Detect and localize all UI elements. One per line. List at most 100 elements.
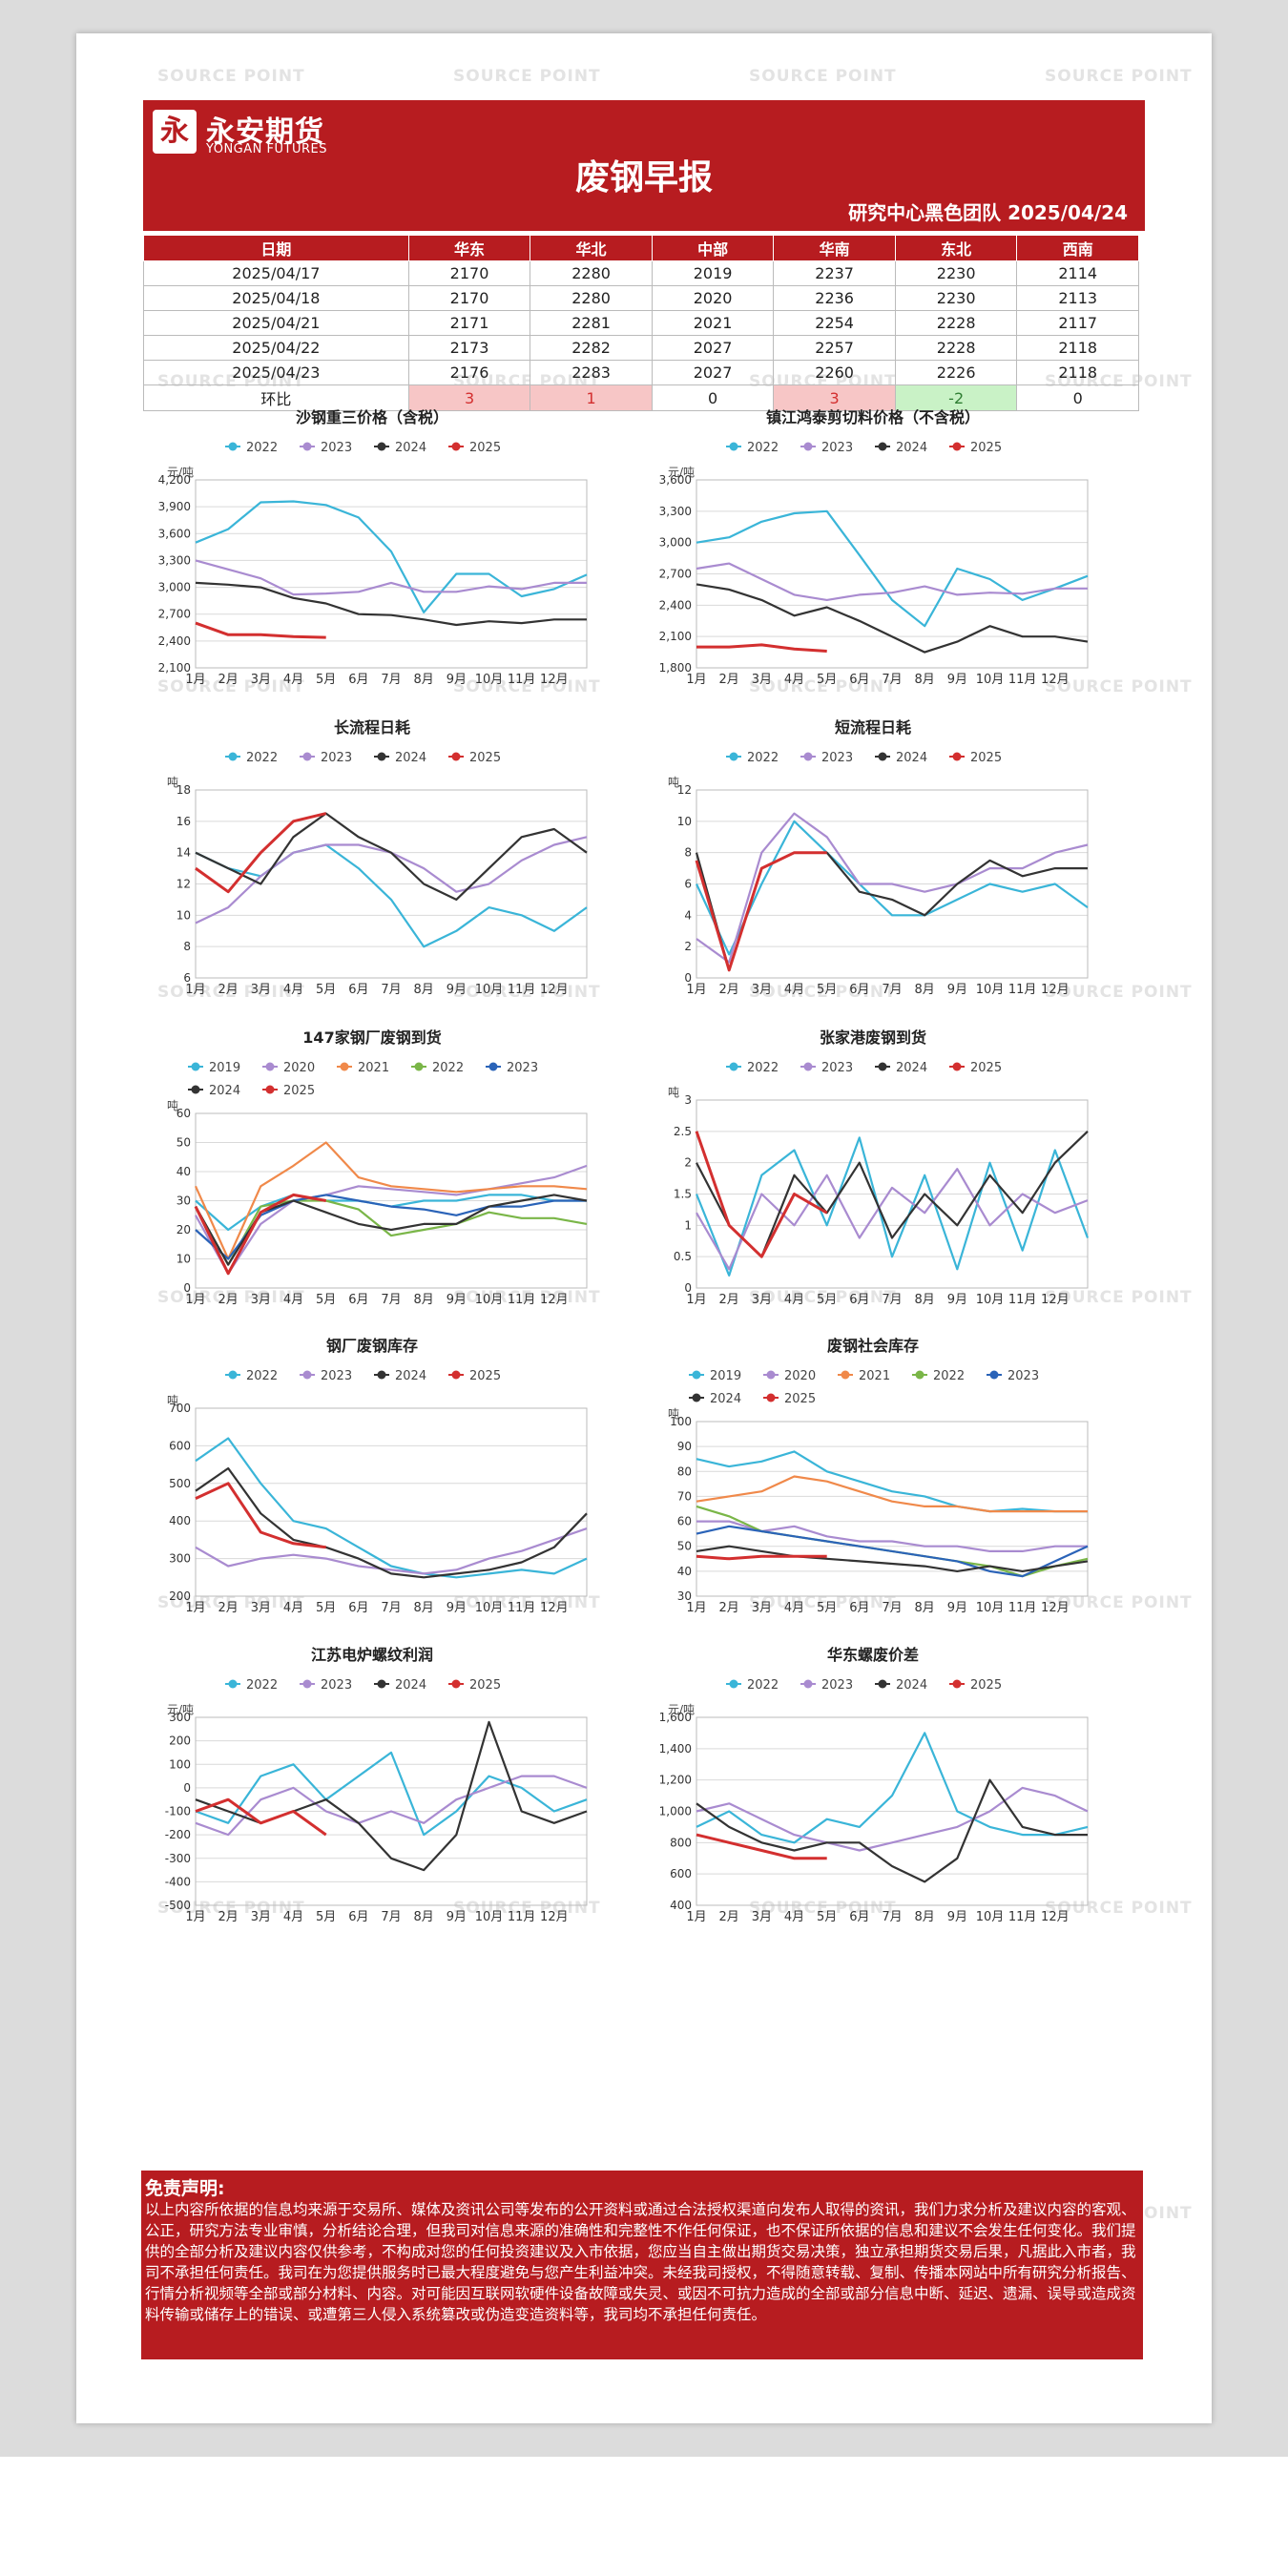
x-tick-label: 5月 (817, 1601, 837, 1615)
legend-label: 2024 (896, 1678, 927, 1693)
legend-item: 2025 (949, 441, 1002, 455)
legend-item: 2020 (262, 1061, 315, 1075)
x-tick-label: 11月 (1008, 1910, 1037, 1924)
series-line-2023 (696, 1786, 1089, 1852)
y-tick-label: 3,600 (659, 473, 692, 487)
legend-item: 2023 (300, 751, 352, 765)
chart-title: 钢厂废钢库存 (326, 1337, 418, 1355)
chart-title: 147家钢厂废钢到货 (302, 1028, 441, 1047)
legend-swatch-dot (766, 1393, 776, 1402)
x-tick-label: 7月 (381, 1293, 401, 1307)
x-tick-label: 11月 (508, 673, 536, 687)
change-label: 环比 (143, 384, 409, 411)
series-line-2022 (195, 1199, 588, 1266)
change-cell: 0 (1016, 384, 1139, 411)
series-line-2022 (195, 500, 588, 613)
chart-title: 张家港废钢到货 (820, 1028, 926, 1047)
y-tick-label: 3,600 (158, 527, 191, 540)
x-tick-label: 4月 (283, 983, 303, 997)
y-tick-label: 30 (177, 1195, 191, 1208)
legend-label: 2025 (784, 1392, 816, 1406)
legend-item: 2025 (448, 1678, 501, 1693)
table-cell: 2027 (651, 360, 775, 385)
table-cell: 2173 (407, 335, 531, 361)
x-tick-label: 1月 (686, 1293, 706, 1307)
legend-label: 2024 (896, 751, 927, 765)
legend-label: 2023 (821, 751, 853, 765)
legend-item: 2025 (448, 441, 501, 455)
column-header: 东北 (894, 235, 1018, 261)
legend-item: 2024 (875, 1678, 927, 1693)
y-tick-label: 14 (177, 846, 191, 860)
x-tick-label: 10月 (976, 673, 1005, 687)
x-tick-label: 2月 (719, 1910, 739, 1924)
x-tick-label: 5月 (817, 1910, 837, 1924)
x-tick-label: 3月 (752, 1910, 772, 1924)
report-date: 2025/04/24 (1008, 201, 1128, 224)
y-tick-label: 3,000 (659, 536, 692, 550)
y-tick-label: 6 (684, 878, 692, 891)
x-tick-label: 7月 (381, 673, 401, 687)
table-cell: 2236 (773, 285, 896, 311)
y-unit-label: 吨 (167, 1099, 178, 1112)
legend-item: 2022 (225, 1369, 278, 1383)
x-tick-label: 12月 (1041, 1601, 1070, 1615)
x-tick-label: 6月 (348, 1601, 368, 1615)
y-tick-label: 600 (670, 1867, 692, 1880)
legend-item: 2023 (300, 1369, 352, 1383)
x-tick-label: 9月 (947, 983, 967, 997)
watermark-text: SOURCE POINT (1045, 1899, 1193, 1918)
series-line-2021 (194, 1141, 588, 1260)
y-unit-label: 元/吨 (668, 466, 695, 479)
legend-swatch-dot (377, 442, 386, 451)
table-cell: 2027 (651, 335, 775, 361)
legend-item: 2022 (726, 1061, 779, 1075)
table-cell: 2230 (894, 285, 1018, 311)
legend-swatch-dot (766, 1370, 776, 1380)
legend-item: 2023 (800, 441, 853, 455)
legend-label: 2022 (747, 751, 779, 765)
legend-label: 2024 (209, 1084, 240, 1098)
y-tick-label: 90 (677, 1440, 692, 1453)
legend-label: 2021 (358, 1061, 389, 1075)
y-tick-label: 40 (677, 1565, 692, 1578)
table-cell: 2170 (407, 260, 531, 286)
x-tick-label: 11月 (508, 983, 536, 997)
legend-label: 2025 (469, 1369, 501, 1383)
watermark-text: SOURCE POINT (453, 1288, 601, 1307)
price-table: 日期 华东 华北 中部 华南 东北 西南 2025/04/17 2170 2280 2019 223… (143, 235, 1139, 411)
series-line-2023 (696, 812, 1089, 964)
y-tick-label: 2.5 (674, 1125, 692, 1138)
x-tick-label: 3月 (752, 1293, 772, 1307)
legend-label: 2022 (933, 1369, 965, 1383)
x-tick-label: 9月 (447, 1910, 467, 1924)
table-cell: 2282 (530, 335, 653, 361)
y-tick-label: 10 (677, 815, 692, 828)
table-cell: 2113 (1016, 285, 1139, 311)
y-tick-label: 2,100 (659, 630, 692, 643)
table-cell: 2280 (530, 285, 653, 311)
legend-label: 2025 (469, 1678, 501, 1693)
table-cell: 2170 (407, 285, 531, 311)
legend-label: 2024 (896, 1061, 927, 1075)
legend-swatch-dot (803, 1062, 813, 1071)
change-cell: 3 (773, 384, 896, 411)
table-cell: 2176 (407, 360, 531, 385)
legend-item: 2024 (374, 751, 426, 765)
table-cell: 2114 (1016, 260, 1139, 286)
x-tick-label: 5月 (316, 1910, 336, 1924)
legend-swatch-dot (302, 1370, 312, 1380)
legend-item: 2019 (689, 1369, 741, 1383)
table-cell: 2019 (651, 260, 775, 286)
table-body: 2025/04/17 2170 2280 2019 2237 2230 2114 2025/0… (143, 260, 1139, 411)
watermark-text: SOURCE POINT (749, 1288, 897, 1307)
x-tick-label: 6月 (348, 1910, 368, 1924)
y-tick-label: 2,400 (158, 634, 191, 648)
x-tick-label: 8月 (915, 673, 935, 687)
y-tick-label: 12 (177, 878, 191, 891)
x-tick-label: 5月 (316, 1601, 336, 1615)
x-tick-label: 1月 (185, 673, 205, 687)
legend-swatch-dot (729, 1679, 738, 1689)
x-tick-label: 12月 (1041, 673, 1070, 687)
legend-label: 2023 (1008, 1369, 1039, 1383)
